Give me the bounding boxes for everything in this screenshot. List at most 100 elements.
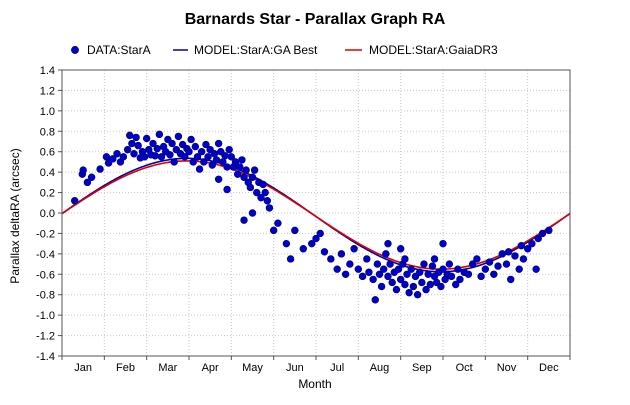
data-point — [405, 288, 413, 297]
data-point — [439, 239, 447, 248]
data-point — [515, 265, 523, 273]
model-lines — [61, 157, 571, 273]
data-point — [208, 161, 216, 169]
data-point — [447, 272, 456, 281]
data-point — [191, 142, 200, 151]
data-point — [269, 226, 278, 235]
data-point — [223, 185, 231, 194]
data-point — [134, 141, 142, 150]
x-axis-ticks: Jan Feb Mar Apr May Jun Jul Aug Sep Oct Nov Dec — [61, 356, 571, 374]
data-point — [384, 239, 392, 248]
data-point — [504, 248, 513, 256]
data-point — [517, 241, 526, 250]
data-point — [452, 280, 460, 289]
data-point — [528, 239, 536, 248]
data-point — [214, 139, 223, 148]
x-tick-label: Apr — [202, 362, 219, 374]
data-point — [70, 197, 79, 205]
data-point — [257, 193, 265, 202]
data-point — [130, 150, 138, 158]
data-point — [502, 260, 511, 268]
data-point — [396, 245, 405, 253]
data-point — [299, 245, 307, 253]
legend-label-gaia: MODEL:StarA:GaiaDR3 — [369, 43, 498, 57]
data-point — [426, 280, 434, 289]
data-point — [473, 255, 481, 263]
data-point — [507, 275, 515, 284]
data-point — [358, 272, 367, 281]
data-point — [96, 165, 104, 173]
data-point — [523, 245, 532, 253]
data-point — [424, 270, 432, 278]
data-point — [214, 175, 223, 183]
data-point — [439, 265, 447, 273]
y-tick-label: -1.2 — [36, 331, 55, 343]
data-point — [413, 291, 422, 299]
data-point — [128, 139, 136, 148]
y-tick-label: 1.4 — [40, 65, 55, 77]
data-point — [420, 260, 428, 268]
legend: DATA:StarA MODEL:StarA:GA Best MODEL:Sta… — [71, 43, 498, 57]
data-point — [83, 178, 92, 187]
legend-item-ga-best: MODEL:StarA:GA Best — [173, 43, 318, 57]
data-point — [346, 260, 354, 268]
y-tick-label: 0.8 — [40, 126, 55, 138]
data-point — [386, 260, 394, 268]
data-point — [485, 258, 494, 266]
data-point — [481, 265, 490, 273]
legend-label-ga-best: MODEL:StarA:GA Best — [194, 43, 318, 57]
data-point — [210, 150, 219, 158]
legend-item-data: DATA:StarA — [71, 43, 151, 57]
data-point — [477, 272, 485, 281]
data-point — [375, 270, 384, 278]
data-point — [240, 216, 248, 224]
data-point — [365, 268, 373, 276]
data-point — [151, 152, 159, 160]
data-point — [223, 163, 231, 171]
data-point — [407, 265, 415, 273]
data-point — [198, 148, 206, 156]
data-point — [246, 183, 255, 192]
x-tick-label: Jan — [74, 362, 92, 374]
data-point — [519, 255, 528, 263]
x-tick-label: Nov — [497, 362, 517, 374]
data-point — [333, 265, 341, 273]
data-point — [430, 255, 439, 263]
data-point — [233, 170, 242, 178]
data-point — [113, 150, 121, 158]
data-point — [240, 173, 248, 181]
y-tick-label: 0.6 — [40, 147, 55, 159]
data-point — [428, 262, 437, 270]
y-tick-label: 0.0 — [40, 208, 55, 220]
data-point — [337, 250, 346, 258]
chart-title: Barnards Star - Parallax Graph RA — [185, 11, 446, 28]
model-line-gaia-dr3 — [61, 160, 571, 270]
data-point — [286, 255, 295, 263]
data-point — [468, 260, 477, 268]
data-point — [363, 255, 371, 263]
data-point — [140, 153, 149, 161]
y-tick-label: -0.6 — [36, 269, 55, 281]
data-point — [291, 226, 299, 235]
data-point — [494, 262, 502, 270]
data-point — [394, 265, 403, 273]
data-point — [384, 272, 392, 281]
data-point — [248, 173, 257, 181]
data-point — [168, 139, 176, 148]
data-point — [261, 188, 269, 197]
data-point — [236, 163, 244, 171]
data-point — [126, 131, 134, 140]
data-point — [274, 219, 282, 227]
legend-marker-data — [71, 46, 79, 54]
data-point — [253, 188, 261, 197]
data-point — [149, 139, 157, 148]
data-point — [316, 229, 324, 238]
data-point — [238, 156, 246, 164]
y-tick-label: -1.4 — [36, 351, 55, 363]
data-point — [456, 275, 464, 284]
legend-label-data: DATA:StarA — [87, 43, 151, 57]
data-point — [532, 265, 540, 273]
x-tick-label: Oct — [456, 362, 473, 374]
y-axis-ticks: 1.4 1.2 1.0 0.8 0.6 0.4 0.2 0.0 -0.2 -0.4 -0.6 -0.8… — [36, 65, 62, 363]
y-tick-label: -1.0 — [36, 310, 55, 322]
